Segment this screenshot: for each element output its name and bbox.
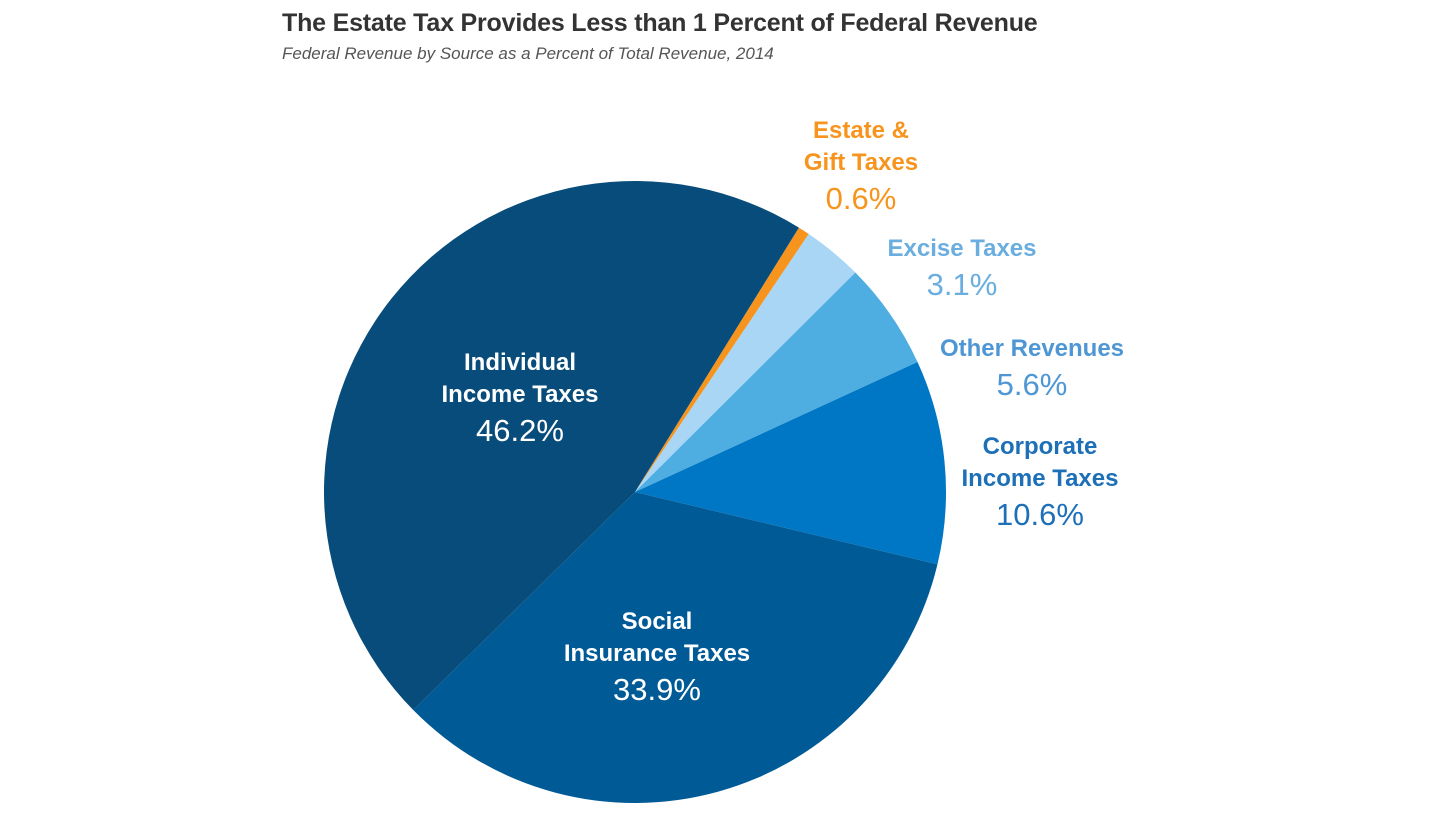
slice-label-individual-value: 46.2% [476, 413, 564, 448]
slice-label-social-value: 33.9% [613, 672, 701, 707]
slice-label-corporate-name-1: Corporate [982, 433, 1098, 460]
slice-label-estate-gift: Estate & Gift Taxes 0.6% [804, 115, 918, 219]
chart-title: The Estate Tax Provides Less than 1 Perc… [282, 9, 1038, 37]
slice-label-estate-gift-name-1: Estate & [812, 117, 910, 144]
slice-label-other-name: Other Revenues [939, 335, 1125, 362]
slice-label-estate-gift-name-2: Gift Taxes [803, 149, 919, 176]
slice-label-individual-name-2: Income Taxes [441, 381, 599, 408]
slice-label-excise: Excise Taxes 3.1% [887, 233, 1036, 305]
slice-label-estate-gift-value: 0.6% [825, 181, 897, 216]
pie-slice-excise [635, 234, 856, 492]
slice-label-other: Other Revenues 5.6% [940, 333, 1124, 405]
slice-label-individual: Individual Income Taxes 46.2% [442, 347, 599, 451]
pie-slice-other [635, 272, 918, 492]
slice-label-social: Social Insurance Taxes 33.9% [564, 606, 750, 710]
slice-label-corporate-name-2: Income Taxes [961, 465, 1119, 492]
slice-label-individual-name-1: Individual [463, 349, 576, 376]
slice-label-social-name-2: Insurance Taxes [563, 640, 751, 667]
slice-label-other-value: 5.6% [996, 367, 1068, 402]
slice-label-corporate: Corporate Income Taxes 10.6% [962, 431, 1119, 535]
slice-label-social-name-1: Social [621, 608, 693, 635]
slice-label-excise-value: 3.1% [926, 267, 998, 302]
chart-subtitle: Federal Revenue by Source as a Percent o… [282, 44, 774, 63]
pie-slice-individual [324, 181, 799, 711]
pie-slice-estate-gift [635, 227, 809, 492]
pie-slice-corporate [635, 361, 946, 565]
slice-label-excise-name: Excise Taxes [887, 235, 1037, 262]
pie-slice-social [413, 492, 938, 804]
slice-label-corporate-value: 10.6% [996, 497, 1084, 532]
